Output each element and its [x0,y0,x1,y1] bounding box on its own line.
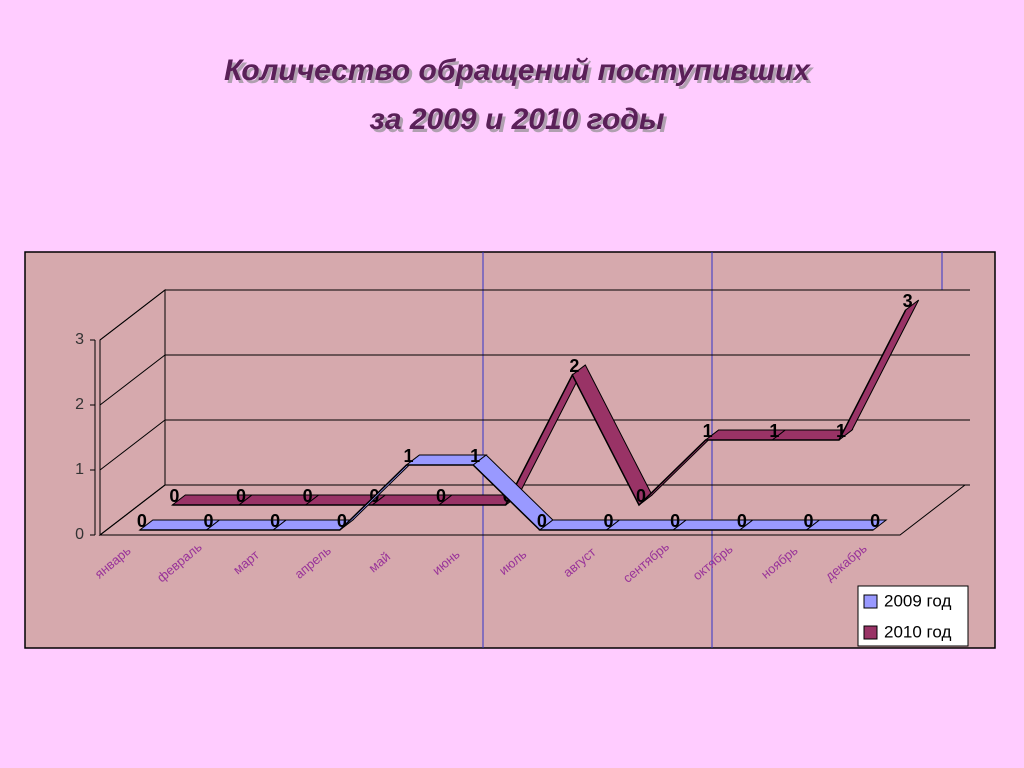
value-label: 1 [403,446,413,466]
title-shadow: за 2009 и 2010 годы [373,106,668,139]
chart-title: за 2009 и 2010 годы [370,103,665,136]
value-label: 0 [169,486,179,506]
y-tick-label: 0 [75,526,84,543]
value-label: 3 [903,291,913,311]
value-label: 0 [270,511,280,531]
value-label: 1 [769,421,779,441]
value-label: 0 [803,511,813,531]
series-line [139,464,874,531]
chart-title: Количество обращений поступивших [224,54,811,87]
value-label: 1 [836,421,846,441]
value-label: 0 [337,511,347,531]
grid-line [99,354,970,406]
legend-swatch [863,625,878,640]
value-label: 2 [569,356,579,376]
grid-line [99,419,970,471]
legend-swatch [863,594,878,609]
value-label: 0 [737,511,747,531]
grid-line [99,289,970,341]
value-label: 0 [603,511,613,531]
value-label: 0 [636,486,646,506]
title-shadow: Количество обращений поступивших [227,57,814,90]
plot-frame [24,251,996,649]
value-label: 0 [303,486,313,506]
value-label: 0 [670,511,680,531]
title-group: Количество обращений поступивших за 2009… [224,54,814,139]
y-tick-label: 3 [75,331,84,348]
value-label: 1 [470,446,480,466]
grid-line [99,484,970,536]
series-line [172,309,907,507]
value-label: 0 [537,511,547,531]
value-label: 0 [203,511,213,531]
legend-label: 2010 год [884,622,951,641]
value-label: 0 [436,486,446,506]
y-tick-label: 2 [75,396,84,413]
y-tick-label: 1 [75,461,84,478]
legend-label: 2009 год [884,591,951,610]
value-label: 1 [703,421,713,441]
value-label: 0 [870,511,880,531]
value-label: 0 [236,486,246,506]
value-label: 0 [137,511,147,531]
